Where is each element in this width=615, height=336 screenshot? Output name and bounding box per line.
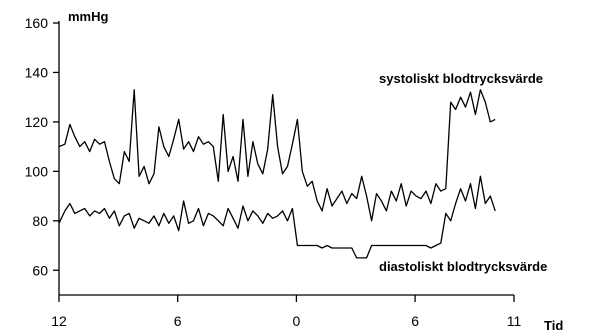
x-tick-label: 6 [411, 313, 419, 329]
x-tick-label: 0 [292, 313, 300, 329]
y-tick-label: 100 [25, 163, 49, 179]
y-tick-label: 140 [25, 64, 49, 80]
y-axis-label: mmHg [68, 9, 109, 24]
y-tick-label: 120 [25, 114, 49, 130]
y-axis-ticks: 60 80 100 120 140 160 [25, 15, 59, 278]
series-label-systolic: systoliskt blodtrycksvärde [379, 71, 543, 86]
series-layer [58, 89, 496, 259]
x-tick-label: 12 [51, 313, 67, 329]
systolic-series-line [58, 89, 496, 222]
y-tick-label: 80 [32, 213, 48, 229]
y-tick-label: 60 [32, 262, 48, 278]
y-tick-label: 160 [25, 15, 49, 31]
x-tick-label: 6 [174, 313, 182, 329]
x-tick-label: 11 [507, 313, 522, 329]
diastolic-series-line [58, 175, 496, 259]
x-axis-ticks: 12 6 0 6 11 [51, 295, 521, 329]
x-axis-label: Tid [544, 318, 563, 333]
series-label-diastolic: diastoliskt blodtrycksvärde [379, 259, 547, 274]
